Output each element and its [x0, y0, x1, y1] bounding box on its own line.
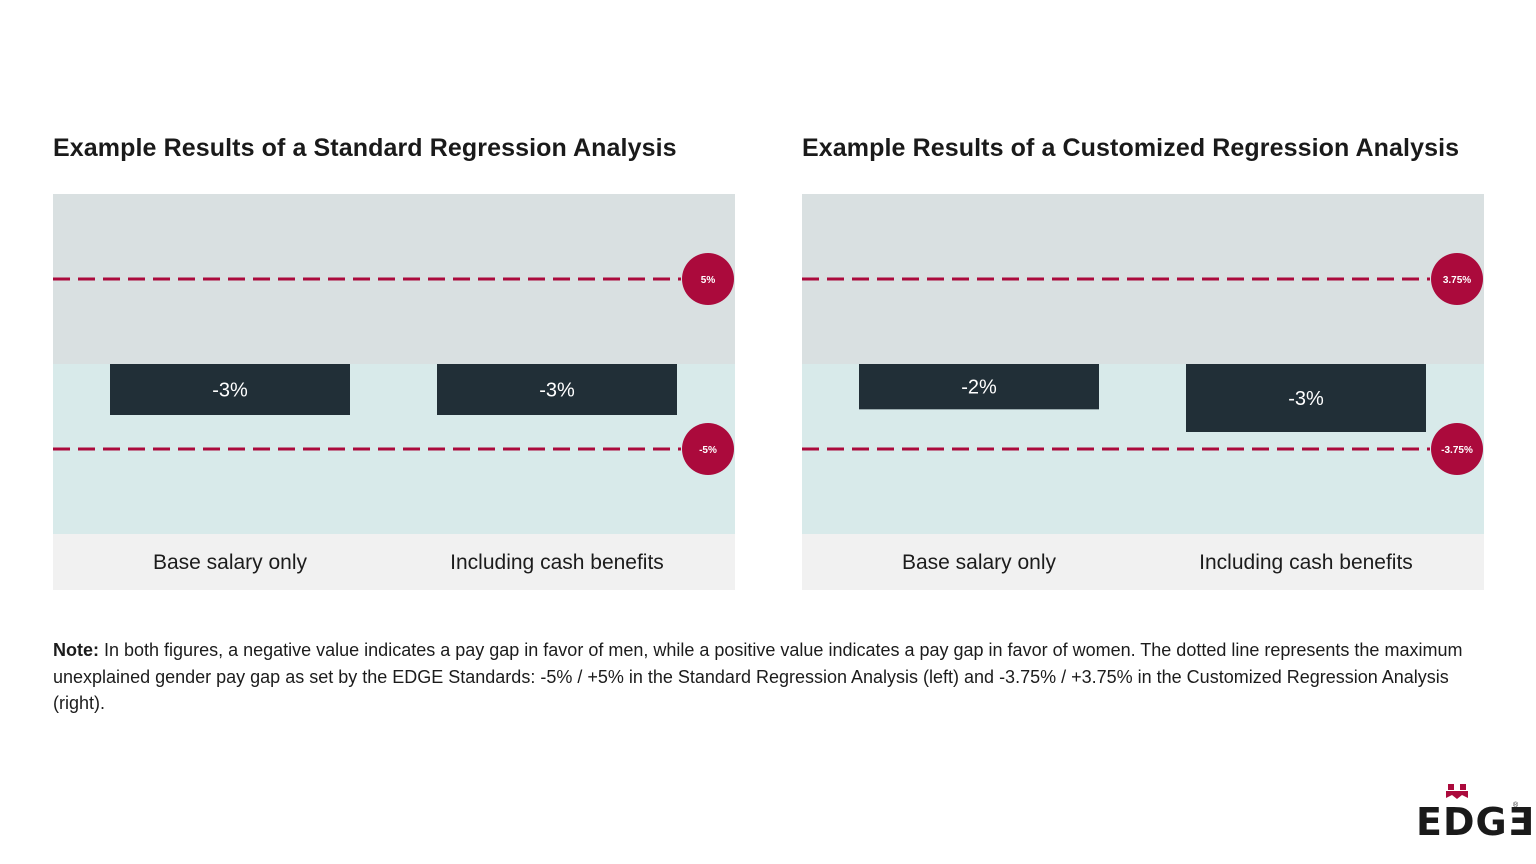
logo-registered: ®: [1513, 802, 1519, 809]
logo-text: EDGƎ: [1416, 800, 1535, 844]
category-label: Including cash benefits: [1199, 551, 1413, 574]
threshold-marker: [682, 253, 734, 305]
category-band: [802, 534, 1484, 590]
threshold-label: 3.75%: [1443, 275, 1471, 286]
bar: [437, 364, 677, 415]
bar-value-label: -3%: [212, 380, 248, 402]
bar: [1186, 364, 1426, 432]
chart-title-standard: Example Results of a Standard Regression…: [53, 134, 677, 162]
bar-value-label: -3%: [1288, 388, 1324, 410]
category-label: Base salary only: [153, 551, 308, 574]
bar: [859, 364, 1099, 410]
standard-regression-chart: -3% Base salary only -3% Including cash ben…: [53, 194, 735, 590]
bar: [110, 364, 350, 415]
threshold-label: -3.75%: [1441, 445, 1473, 456]
note-label: Note:: [53, 640, 99, 660]
chart-title-customized: Example Results of a Customized Regressi…: [802, 134, 1460, 162]
threshold-marker: [1431, 253, 1483, 305]
customized-regression-chart: -2% Base salary only -3% Including cash ben…: [802, 194, 1484, 590]
bar-value-label: -3%: [539, 380, 575, 402]
threshold-marker: [1431, 423, 1483, 475]
edge-logo: EDGƎ ®: [1410, 782, 1534, 844]
note-text: In both figures, a negative value indica…: [53, 640, 1463, 713]
footnote: Note: In both figures, a negative value …: [53, 637, 1493, 717]
threshold-label: 5%: [701, 275, 716, 286]
category-label: Including cash benefits: [450, 551, 664, 574]
logo-mark-icon: [1446, 784, 1468, 799]
category-label: Base salary only: [902, 551, 1057, 574]
threshold-label: -5%: [699, 445, 717, 456]
threshold-marker: [682, 423, 734, 475]
bar-value-label: -2%: [961, 377, 997, 399]
category-band: [53, 534, 735, 590]
